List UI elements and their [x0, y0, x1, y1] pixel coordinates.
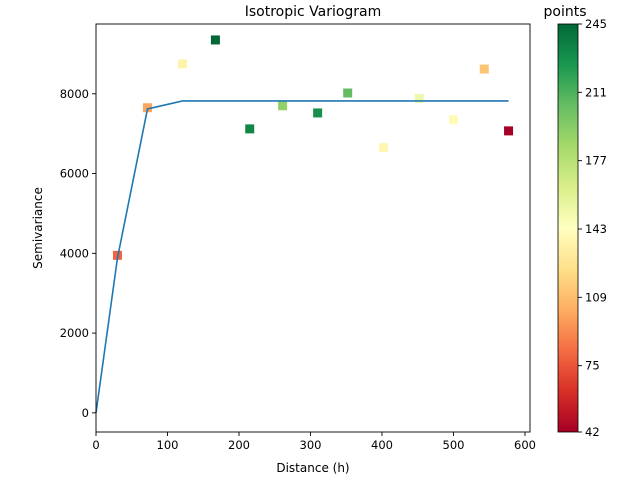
plot-area [95, 23, 531, 433]
x-tick-label: 0 [92, 438, 99, 452]
scatter-point [245, 124, 255, 134]
scatter-point [278, 101, 288, 111]
y-tick-label: 2000 [60, 326, 89, 340]
colorbar-tick-label: 177 [585, 154, 607, 168]
x-tick-label: 400 [371, 438, 393, 452]
y-axis-label: Semivariance [31, 187, 45, 269]
colorbar-tick-label: 75 [585, 359, 600, 373]
x-tick-label: 500 [443, 438, 465, 452]
x-tick-label: 300 [300, 438, 322, 452]
colorbar-tick-label: 42 [585, 425, 600, 439]
colorbar-tick-label: 109 [585, 290, 607, 304]
scatter-point [479, 64, 489, 74]
scatter-point [313, 108, 323, 118]
scatter-point [378, 143, 388, 153]
scatter-point [210, 35, 220, 45]
axes-frame [95, 23, 531, 433]
colorbar-gradient [557, 23, 579, 433]
chart-title: Isotropic Variogram [245, 4, 382, 20]
colorbar-tick-label: 143 [585, 222, 607, 236]
scatter-point [142, 103, 152, 113]
x-tick-label: 100 [157, 438, 179, 452]
scatter-point [448, 115, 458, 125]
colorbar-label: points [544, 4, 587, 20]
colorbar: 42 75 109 143 177 211 245 points [544, 4, 607, 439]
x-tick-label: 600 [514, 438, 536, 452]
y-tick-label: 8000 [60, 87, 89, 101]
colorbar-tick-label: 245 [585, 17, 607, 31]
y-axis-ticks: 0 2000 4000 6000 8000 [60, 87, 96, 420]
y-tick-label: 4000 [60, 246, 89, 260]
x-axis-ticks: 0 100 200 300 400 500 600 [92, 432, 536, 452]
x-axis-label: Distance (h) [276, 461, 349, 475]
scatter-point [414, 94, 424, 104]
variogram-model-line [95, 100, 509, 413]
scatter-point [178, 59, 188, 69]
x-tick-label: 200 [228, 438, 250, 452]
colorbar-tick-label: 211 [585, 85, 607, 99]
y-tick-label: 0 [82, 406, 89, 420]
scatter-point [343, 88, 353, 98]
y-tick-label: 6000 [60, 167, 89, 181]
scatter-markers [112, 35, 514, 260]
scatter-point [504, 126, 514, 136]
colorbar-ticks: 42 75 109 143 177 211 245 [578, 17, 607, 439]
